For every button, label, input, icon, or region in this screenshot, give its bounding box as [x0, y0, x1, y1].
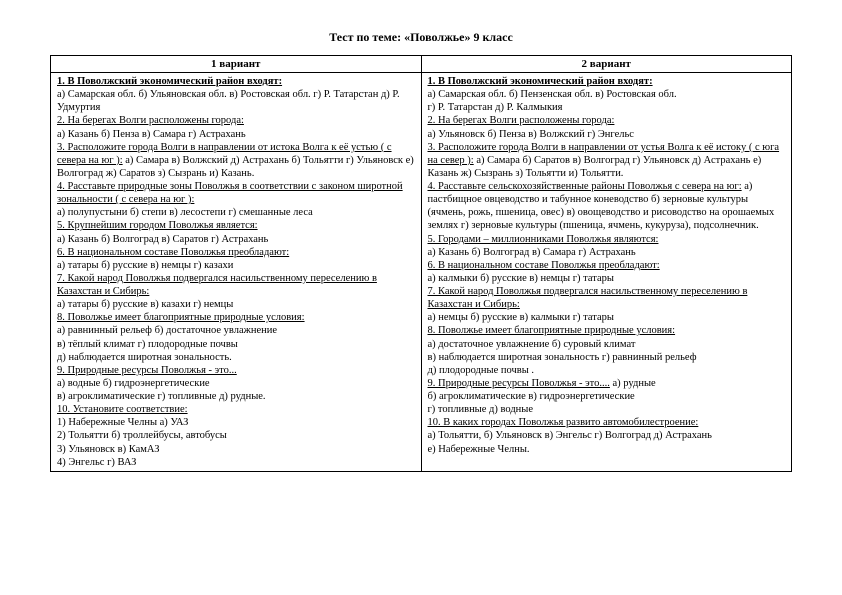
variant1-cell: 1. В Поволжский экономический район вход…	[51, 73, 422, 472]
v1-q9: 9. Природные ресурсы Поволжья - это...	[57, 365, 237, 376]
v1-q8c: д) наблюдается широтная зональность.	[57, 351, 415, 364]
variant2-cell: 1. В Поволжский экономический район вход…	[421, 73, 792, 472]
v2-q2: 2. На берегах Волги расположены города:	[428, 115, 615, 126]
v1-q6: 6. В национальном составе Поволжья преоб…	[57, 247, 289, 258]
v1-q9b: в) агроклиматические г) топливные д) руд…	[57, 390, 415, 403]
v2-q6a: а) калмыки б) русские в) немцы г) татары	[428, 272, 786, 285]
v2-q10: 10. В каких городах Поволжья развито авт…	[428, 417, 699, 428]
v1-q4: 4. Расставьте природные зоны Поволжья в …	[57, 181, 403, 205]
v1-q10b: 2) Тольятти б) троллейбусы, автобусы	[57, 429, 415, 442]
v1-q8b: в) тёплый климат г) плодородные почвы	[57, 338, 415, 351]
v2-q7a: а) немцы б) русские в) калмыки г) татары	[428, 311, 786, 324]
v2-q5: 5. Городами – миллионниками Поволжья явл…	[428, 234, 659, 245]
v2-q5a: а) Казань б) Волгоград в) Самара г) Астр…	[428, 246, 786, 259]
test-table: 1 вариант 2 вариант 1. В Поволжский экон…	[50, 55, 792, 472]
v2-q4: 4. Расставьте сельскохозяйственные район…	[428, 181, 742, 192]
v1-q1a: а) Самарская обл. б) Ульяновская обл. в)…	[57, 88, 415, 114]
v1-q5: 5. Крупнейшим городом Поволжья является:	[57, 220, 258, 231]
v2-q10a: а) Тольятти, б) Ульяновск в) Энгельс г) …	[428, 429, 786, 442]
v2-q1a: а) Самарская обл. б) Пензенская обл. в) …	[428, 88, 786, 101]
v1-q4a: а) полупустыни б) степи в) лесостепи г) …	[57, 206, 415, 219]
v1-q10d: 4) Энгельс г) ВАЗ	[57, 456, 415, 469]
v1-q9a: а) водные б) гидроэнергетические	[57, 377, 415, 390]
col2-header: 2 вариант	[421, 56, 792, 73]
v2-q3a: а) Самара б) Саратов в) Волгоград г) Уль…	[428, 155, 762, 179]
v2-q8a: а) достаточное увлажнение б) суровый кли…	[428, 338, 786, 351]
v1-q8: 8. Поволжье имеет благоприятные природны…	[57, 312, 305, 323]
v1-q1: 1. В Поволжский экономический район вход…	[57, 76, 282, 87]
col1-header: 1 вариант	[51, 56, 422, 73]
v1-q8a: а) равнинный рельеф б) достаточное увлаж…	[57, 324, 415, 337]
v1-q10a: 1) Набережные Челны а) УАЗ	[57, 416, 415, 429]
v2-q8c: д) плодородные почвы .	[428, 364, 786, 377]
v2-q9a: а) рудные	[613, 378, 656, 389]
v2-q7: 7. Какой народ Поволжья подвергался наси…	[428, 286, 748, 310]
v2-q2a: а) Ульяновск б) Пенза в) Волжский г) Энг…	[428, 128, 786, 141]
v2-q9: 9. Природные ресурсы Поволжья - это....	[428, 378, 610, 389]
v2-q9b: б) агроклиматические в) гидроэнергетичес…	[428, 390, 786, 403]
v2-q6: 6. В национальном составе Поволжья преоб…	[428, 260, 660, 271]
v2-q8: 8. Поволжье имеет благоприятные природны…	[428, 325, 676, 336]
v1-q7a: а) татары б) русские в) казахи г) немцы	[57, 298, 415, 311]
v1-q2a: а) Казань б) Пенза в) Самара г) Астрахан…	[57, 128, 415, 141]
v1-q5a: а) Казань б) Волгоград в) Саратов г) Аст…	[57, 233, 415, 246]
v2-q9c: г) топливные д) водные	[428, 403, 786, 416]
v1-q7: 7. Какой народ Поволжья подвергался наси…	[57, 273, 377, 297]
v1-q6a: а) татары б) русские в) немцы г) казахи	[57, 259, 415, 272]
v1-q2: 2. На берегах Волги расположены города:	[57, 115, 244, 126]
v2-q1b: г) Р. Татарстан д) Р. Калмыкия	[428, 101, 786, 114]
v1-q10: 10. Установите соответствие:	[57, 404, 188, 415]
v1-q10c: 3) Ульяновск в) КамАЗ	[57, 443, 415, 456]
page-title: Тест по теме: «Поволжье» 9 класс	[50, 30, 792, 45]
v2-q10b: е) Набережные Челны.	[428, 443, 786, 456]
v2-q1: 1. В Поволжский экономический район вход…	[428, 76, 653, 87]
v2-q8b: в) наблюдается широтная зональность г) р…	[428, 351, 786, 364]
